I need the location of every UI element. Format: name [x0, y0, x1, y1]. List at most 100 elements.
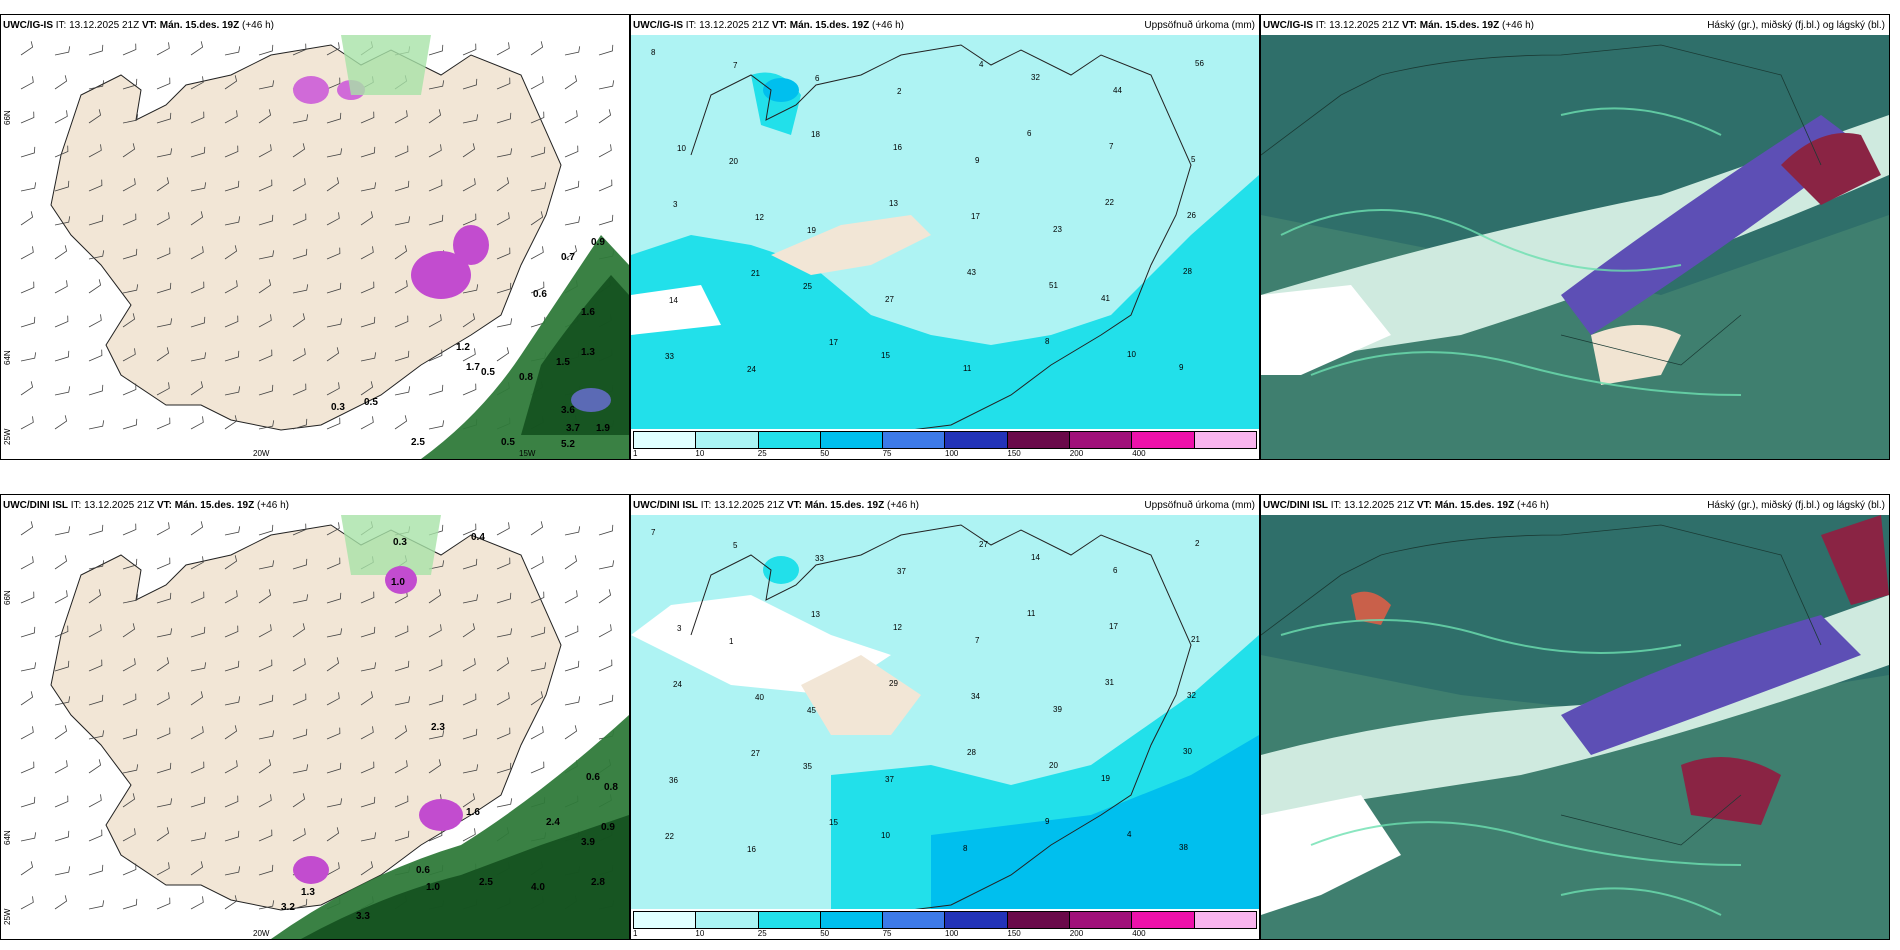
wind-barb: [224, 415, 238, 430]
precip-value: 38: [1179, 843, 1188, 852]
wind-barb: [156, 77, 171, 90]
wind-barb: [394, 245, 408, 260]
wind-barb: [20, 591, 35, 604]
precip-value: 23: [1053, 225, 1062, 234]
precip-value: 6: [1113, 566, 1118, 575]
wind-barb: [292, 658, 306, 672]
precip-value: 9: [1045, 817, 1050, 826]
precip-value: 21: [1191, 635, 1200, 644]
wind-barb: [190, 211, 204, 226]
panel-igis-cloud: UWC/IG-IS IT: 13.12.2025 21Z VT: Mán. 15…: [1260, 14, 1890, 460]
wind-barb: [530, 211, 544, 226]
wind-barb: [190, 381, 204, 396]
wind-barb: [292, 558, 308, 570]
precip-value: 14: [1031, 553, 1040, 562]
svg-text:1.7: 1.7: [466, 362, 480, 373]
wind-barb: [360, 211, 374, 226]
precip-value: 15: [881, 351, 890, 360]
wind-barb: [122, 78, 138, 90]
wind-barb: [20, 281, 35, 294]
precip-value: 13: [889, 199, 898, 208]
wind-barb: [428, 589, 442, 604]
wind-barb: [156, 42, 170, 56]
wind-barb: [88, 80, 105, 90]
svg-text:3.6: 3.6: [561, 405, 575, 416]
precip-value: 8: [651, 48, 656, 57]
colorbar-tick: 25: [757, 449, 767, 458]
colorbar-swatch: [1132, 432, 1195, 448]
wind-barb: [20, 76, 34, 90]
wind-barb: [54, 830, 70, 842]
wind-barb: [258, 624, 272, 638]
wind-barb: [54, 180, 70, 192]
precip-value: 5: [1191, 155, 1196, 164]
wind-barb: [598, 109, 612, 124]
wind-barb: [20, 662, 37, 672]
wind-barb: [258, 524, 274, 536]
wind-barb: [122, 178, 136, 192]
wind-barb: [428, 44, 444, 56]
wind-barb: [54, 315, 69, 328]
wind-barb: [156, 592, 172, 604]
wind-barb: [88, 44, 104, 56]
precip-value: 27: [885, 295, 894, 304]
wind-barb: [122, 213, 137, 226]
wind-barb: [496, 148, 513, 158]
wind-barb: [20, 691, 34, 706]
wind-barb: [428, 694, 444, 706]
wind-barb: [20, 381, 34, 396]
wind-barb: [88, 659, 103, 672]
wind-barb: [156, 347, 170, 362]
wind-barb: [122, 143, 136, 158]
wind-barb: [394, 725, 408, 740]
wind-barb: [20, 211, 34, 226]
wind-barb: [292, 178, 306, 192]
wind-barb: [258, 900, 275, 910]
wind-barb: [258, 80, 275, 90]
wind-barb: [462, 728, 478, 740]
wind-barb: [54, 590, 68, 604]
wind-barb: [564, 180, 580, 192]
svg-text:3.7: 3.7: [566, 423, 580, 434]
wind-barb: [428, 314, 442, 328]
wind-barb: [54, 145, 69, 158]
wind-barb: [88, 589, 102, 604]
wind-barb: [54, 526, 71, 536]
colorbar-tick: 1: [633, 929, 638, 938]
wind-barb: [292, 143, 306, 158]
wind-barb: [156, 727, 171, 740]
wind-barb: [326, 798, 343, 808]
wind-barb: [394, 145, 409, 158]
wind-barb: [88, 144, 102, 158]
colorbar-tick: 200: [1069, 929, 1084, 938]
precip-blobs: [271, 515, 629, 939]
wind-barb: [20, 41, 34, 56]
wind-barb: [496, 177, 510, 192]
wind-barb: [496, 692, 510, 706]
wind-barb: [88, 524, 104, 536]
precip-value: 3: [677, 624, 682, 633]
wind-barb: [462, 284, 479, 294]
precip-value: 17: [1109, 622, 1118, 631]
colorbar-tick: 75: [882, 929, 892, 938]
wind-barb: [428, 829, 443, 842]
wind-barb: [360, 861, 374, 876]
lat-label-64: 64N: [3, 830, 12, 845]
wind-barb: [122, 594, 139, 604]
wind-barb: [292, 313, 306, 328]
wind-barb: [258, 44, 274, 56]
wind-barb: [122, 764, 139, 774]
wind-barb: [496, 347, 510, 362]
wind-barb: [258, 109, 272, 124]
precip-value: 34: [971, 692, 980, 701]
wind-barb: [224, 660, 240, 672]
wind-barb: [598, 44, 614, 56]
wind-barb: [54, 625, 69, 638]
wind-barb: [428, 759, 442, 774]
wind-barb: [20, 861, 34, 876]
wind-barb: [122, 114, 139, 124]
wind-barb: [428, 624, 442, 638]
wind-barb: [394, 625, 409, 638]
wind-barb: [292, 114, 309, 124]
wind-barb: [190, 182, 207, 192]
